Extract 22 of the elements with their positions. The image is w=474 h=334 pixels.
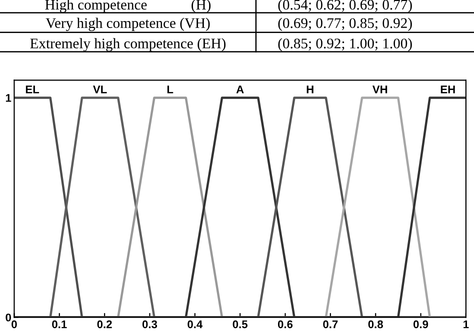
x-tick-label: 0.8 xyxy=(368,320,383,328)
x-tick-label: 0.5 xyxy=(232,320,248,328)
series-label: L xyxy=(167,86,174,94)
text: (0.69; 0.77; 0.85; 0.92) xyxy=(278,18,412,31)
series-label: EL xyxy=(26,86,40,94)
series-label: A xyxy=(236,86,244,94)
text: Very high competence (VH) xyxy=(46,18,210,32)
series-label: VH xyxy=(372,86,388,94)
x-tick-label: 0.1 xyxy=(52,320,67,328)
x-tick-label: 0.9 xyxy=(413,320,428,328)
series-label: H xyxy=(306,86,314,94)
series-label: VL xyxy=(93,86,107,94)
x-tick-label: 0.4 xyxy=(188,320,203,328)
text: Extremely high competence (EH) xyxy=(30,38,226,52)
text: (0.85; 0.92; 1.00; 1.00) xyxy=(278,38,412,52)
x-tick-label: 1 xyxy=(464,320,469,328)
x-tick-label: 0.7 xyxy=(323,320,338,328)
x-tick-label: 0.2 xyxy=(97,320,112,328)
x-tick-label: 0.6 xyxy=(278,320,293,328)
series-label: EH xyxy=(440,86,455,94)
x-tick-label: 0 xyxy=(12,320,17,328)
x-tick-label: 0.3 xyxy=(142,320,158,328)
